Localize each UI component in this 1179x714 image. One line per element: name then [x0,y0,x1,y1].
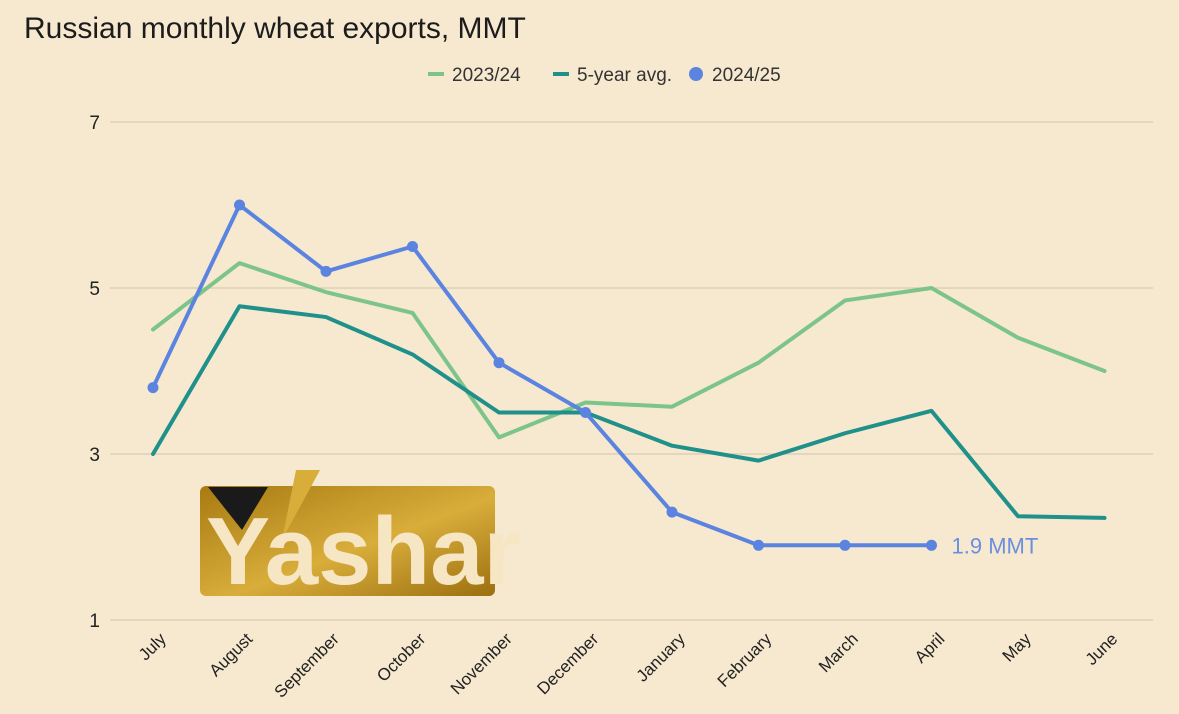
data-point [407,241,418,252]
data-point [926,539,937,551]
x-tick-label: October [373,629,429,685]
y-tick-label: 1 [89,611,100,632]
y-tick-label: 7 [89,113,100,134]
x-tick-label: November [447,629,516,698]
y-tick-label: 3 [89,445,100,466]
series-line [151,261,1107,440]
annotations: 1.9 MMT [952,533,1039,558]
x-tick-label: September [271,629,343,701]
x-tick-label: February [714,629,776,691]
logo-text: Yashar [206,498,521,605]
data-point [580,407,591,418]
x-axis-ticks: July August September October November Decemb… [135,629,1121,702]
data-point [234,199,245,211]
yashar-logo: Yashar [200,470,521,605]
data-point [839,539,851,551]
data-point [320,265,332,277]
data-point [753,539,764,551]
data-point [666,506,678,518]
x-tick-label: January [633,629,690,686]
x-tick-label: March [815,629,862,676]
data-point [493,357,505,369]
chart-title: Russian monthly wheat exports, MMT [24,12,526,45]
x-tick-label: August [205,629,256,680]
legend: 2023/24 5-year avg. 2024/25 [428,65,781,86]
x-tick-label: July [135,629,170,664]
x-tick-label: April [911,629,948,666]
series-lines [147,199,1107,551]
legend-marker [689,67,703,81]
x-tick-label: December [533,629,602,698]
annotation-label: 1.9 MMT [952,533,1039,558]
gridlines [110,121,1153,621]
series-line [151,203,934,548]
y-tick-label: 5 [89,279,100,300]
legend-label: 5-year avg. [577,65,672,86]
legend-label: 2024/25 [712,65,781,86]
data-point [147,382,159,394]
series-line [151,304,1107,520]
y-axis-ticks: 1 3 5 7 [89,113,100,632]
x-tick-label: May [999,629,1035,665]
x-tick-label: June [1082,629,1122,669]
legend-label: 2023/24 [452,65,521,86]
